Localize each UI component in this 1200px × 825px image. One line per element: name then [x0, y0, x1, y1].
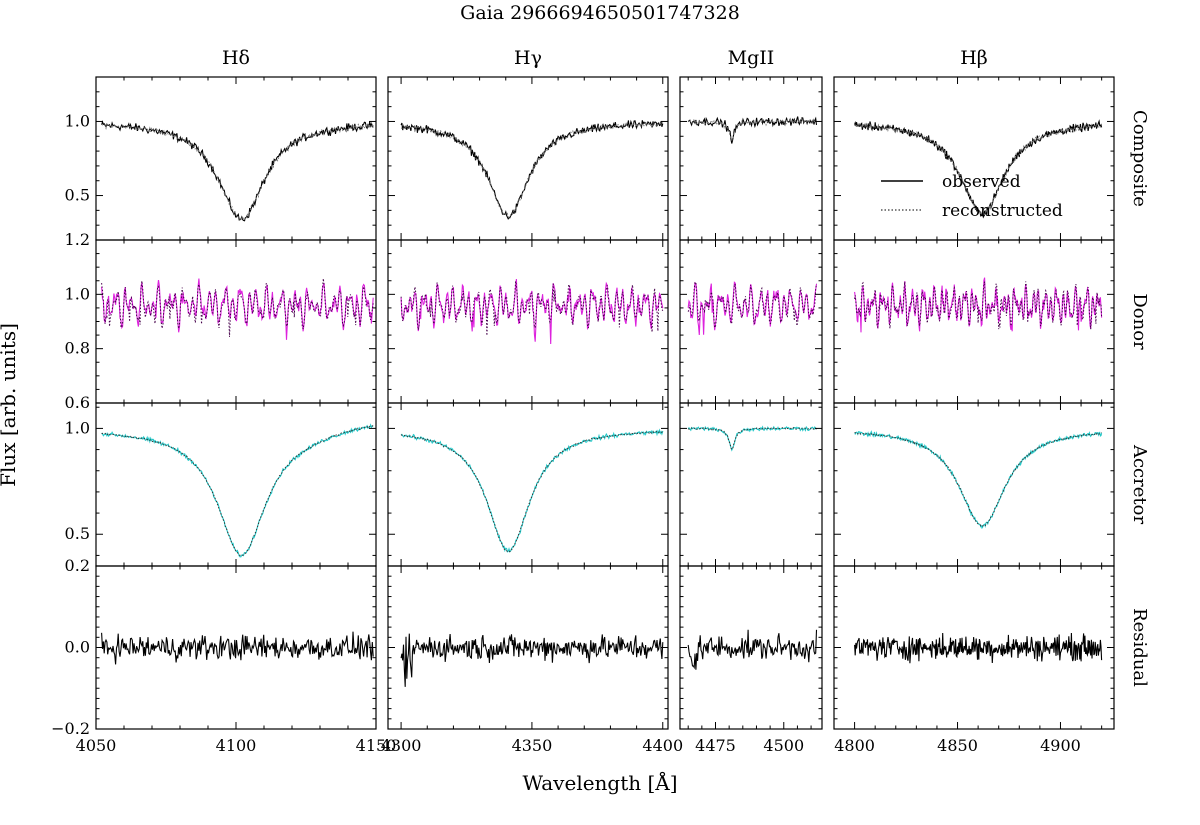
panel-accretor-hbeta: Accretor	[833, 402, 1150, 567]
panel-frame	[833, 402, 1115, 567]
observed-spectrum-residual-hgamma	[400, 633, 664, 687]
y-tick-label: 1.0	[65, 111, 90, 130]
panel-frame	[95, 402, 377, 567]
x-tick-label: 4350	[512, 736, 553, 755]
panel-accretor-mgii	[679, 402, 823, 567]
y-edge-label: 0.6	[65, 393, 90, 412]
x-tick-label: 4800	[834, 736, 875, 755]
observed-spectrum-residual-mgii	[687, 629, 818, 670]
y-tick-label: −0.2	[51, 719, 90, 738]
reconstructed-spectrum-accretor-hbeta	[854, 431, 1103, 527]
y-tick-label: 1.0	[65, 418, 90, 437]
x-tick-label: 4475	[695, 736, 736, 755]
x-tick-label: 4100	[216, 736, 257, 755]
panel-accretor-hgamma	[387, 402, 669, 567]
column-title-hbeta: Hβ	[960, 47, 988, 69]
y-edge-label: 0.2	[65, 556, 90, 575]
panel-frame	[833, 239, 1115, 404]
observed-spectrum-composite-mgii	[687, 116, 818, 144]
y-tick-label: 0.5	[65, 186, 90, 205]
panel-residual-hgamma: 4300 4350 4400	[381, 565, 683, 755]
panel-donor-hgamma	[387, 239, 669, 404]
observed-spectrum-accretor-hgamma	[400, 428, 664, 553]
column-title-hgamma: Hγ	[514, 47, 542, 69]
x-tick-label: 4900	[1040, 736, 1081, 755]
panel-frame	[679, 239, 823, 404]
reconstructed-spectrum-accretor-hgamma	[400, 430, 664, 553]
observed-spectrum-composite-hgamma	[400, 119, 664, 220]
panel-residual-hbeta: 4800 4850 4900 Residual	[833, 565, 1150, 755]
panel-residual-hdelta: 4050 4100 4150 −0.2 0.0 0.2	[51, 556, 396, 755]
y-tick-label: 1.0	[65, 284, 90, 303]
reconstructed-spectrum-composite-hgamma	[400, 120, 664, 218]
observed-spectrum-composite-hdelta	[101, 120, 374, 222]
reconstructed-spectrum-accretor-mgii	[687, 426, 817, 450]
x-tick-label: 4150	[356, 736, 397, 755]
observed-spectrum-accretor-hdelta	[101, 423, 374, 558]
reconstructed-spectrum-donor-hgamma	[400, 281, 664, 336]
reconstructed-spectrum-donor-hdelta	[101, 278, 374, 337]
y-axis-label: Flux [arb. units]	[0, 323, 20, 487]
panel-residual-mgii: 4475 4500	[679, 565, 823, 755]
observed-spectrum-donor-hgamma	[400, 278, 664, 345]
observed-spectrum-residual-hbeta	[854, 632, 1103, 664]
figure-title: Gaia 2966694650501747328	[460, 2, 740, 24]
x-tick-label: 4500	[763, 736, 804, 755]
observed-spectrum-accretor-mgii	[687, 425, 817, 452]
x-tick-label: 4850	[937, 736, 978, 755]
legend-label-reconstructed: reconstructed	[942, 201, 1063, 221]
row-label-donor: Donor	[1129, 293, 1150, 350]
observed-spectrum-composite-hbeta	[854, 119, 1103, 219]
panel-composite-hdelta: Hδ 0.5 1.0	[65, 47, 377, 241]
row-label-composite: Composite	[1129, 110, 1150, 207]
row-label-accretor: Accretor	[1129, 444, 1150, 524]
reconstructed-spectrum-composite-mgii	[687, 117, 817, 142]
panel-accretor-hdelta: 0.5 1.0 0.6	[65, 393, 377, 567]
panel-frame	[387, 402, 669, 567]
panel-donor-mgii	[679, 239, 823, 404]
panel-frame	[387, 76, 669, 241]
y-tick-label: 0.5	[65, 524, 90, 543]
reconstructed-spectrum-composite-hdelta	[101, 121, 374, 221]
observed-spectrum-residual-hdelta	[101, 631, 374, 665]
panel-composite-hgamma: Hγ	[387, 47, 669, 241]
y-tick-label: 0.0	[65, 638, 90, 657]
panel-donor-hbeta: Donor	[833, 239, 1150, 404]
legend: observed reconstructed	[881, 172, 1063, 221]
panel-grid: Hδ 0.5 1.0 Hγ MgII Hβ Composite 0.8 1.0 1.2 Donor 0…	[51, 47, 1150, 755]
row-label-residual: Residual	[1129, 608, 1150, 687]
panel-donor-hdelta: 0.8 1.0 1.2	[65, 230, 377, 404]
legend-label-observed: observed	[942, 172, 1021, 192]
x-axis-label: Wavelength [Å]	[522, 770, 677, 795]
x-tick-label: 4400	[642, 736, 683, 755]
column-title-hdelta: Hδ	[222, 47, 250, 69]
observed-spectrum-accretor-hbeta	[854, 430, 1103, 530]
x-tick-label: 4300	[381, 736, 422, 755]
panel-composite-hbeta: Hβ Composite	[833, 47, 1150, 241]
y-tick-label: 0.8	[65, 339, 90, 358]
reconstructed-spectrum-accretor-hdelta	[101, 424, 374, 556]
column-title-mgii: MgII	[728, 47, 775, 69]
y-edge-label: 1.2	[65, 230, 90, 249]
panel-frame	[679, 76, 823, 241]
observed-spectrum-donor-mgii	[687, 281, 818, 336]
observed-spectrum-donor-hbeta	[854, 277, 1103, 333]
panel-composite-mgii: MgII	[679, 47, 823, 241]
x-tick-label: 4050	[76, 736, 117, 755]
